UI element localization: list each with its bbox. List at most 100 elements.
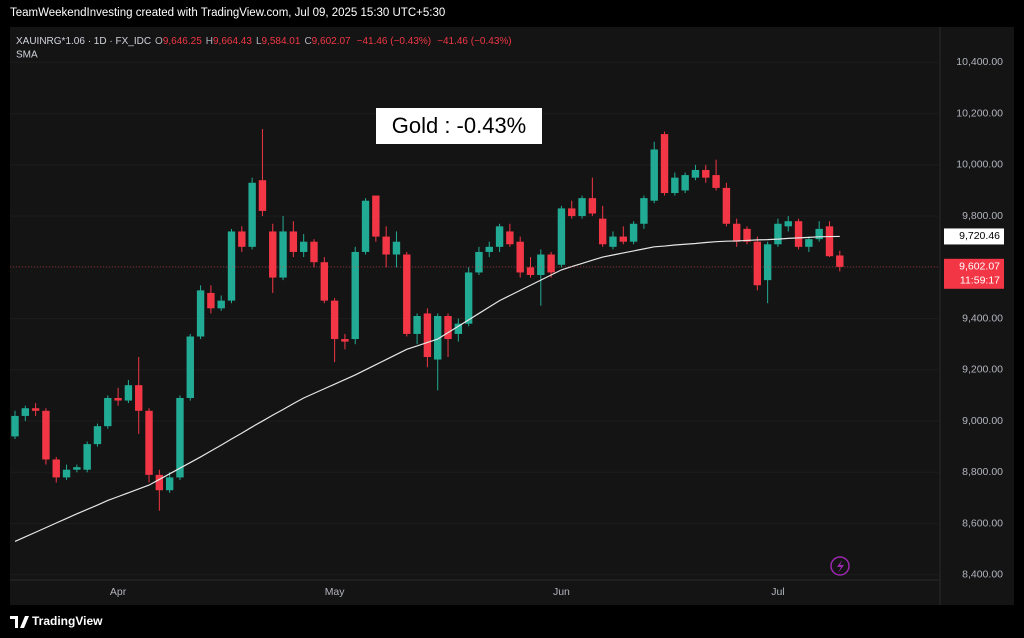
candle-body xyxy=(310,241,318,263)
candle-body xyxy=(712,175,720,188)
ohlc-value: 9,602.07 xyxy=(312,36,351,47)
candle-body xyxy=(774,223,782,245)
y-tick-label: 10,200.00 xyxy=(956,107,1003,119)
y-tick-label: 9,400.00 xyxy=(962,312,1003,324)
sma-price-label: 9,720.46 xyxy=(959,230,1000,242)
x-tick-label: Jul xyxy=(771,586,784,598)
candle-body xyxy=(341,339,349,342)
annotation: Gold : -0.43% xyxy=(392,113,527,138)
candle-body xyxy=(135,385,143,411)
candle-body xyxy=(351,251,359,340)
candle-body xyxy=(114,397,122,401)
candle-body xyxy=(434,316,442,360)
candle-body xyxy=(743,228,751,242)
candle-body xyxy=(557,208,566,265)
candle-body xyxy=(733,223,741,242)
candle-body xyxy=(392,241,401,255)
ohlc-key: O xyxy=(155,36,163,47)
last-price-label: 9,602.07 xyxy=(959,261,1000,273)
ohlc-value: 9,584.01 xyxy=(262,36,301,47)
candle-body xyxy=(145,410,153,475)
candle-body xyxy=(238,231,246,247)
candle-body xyxy=(526,267,535,276)
y-tick-label: 9,000.00 xyxy=(962,415,1003,427)
logo-icon xyxy=(10,616,29,628)
candle-body xyxy=(763,244,772,281)
candle-body xyxy=(444,316,452,340)
candle-body xyxy=(42,410,50,460)
candle-body xyxy=(815,228,823,240)
candle-body xyxy=(31,408,40,411)
candle-body xyxy=(279,231,287,278)
candle-body xyxy=(547,254,555,273)
plot: 8,400.00 8,600.00 8,800.00 9,000.00 9,200.00… xyxy=(10,56,1004,598)
legend-line: XAUINRG*1.06 · 1D · FX_IDC O9,646.25 H9,66… xyxy=(16,36,512,47)
candle-body xyxy=(186,336,194,398)
candle-body xyxy=(836,255,844,267)
candle-body xyxy=(124,385,133,401)
y-tick-label: 9,200.00 xyxy=(962,364,1003,376)
candle-body xyxy=(227,231,236,301)
candle-body xyxy=(423,313,432,357)
candle-body xyxy=(155,474,164,491)
candle-body xyxy=(248,182,256,247)
candle-body xyxy=(691,169,700,178)
candle-body xyxy=(207,292,215,309)
y-tick-label: 9,800.00 xyxy=(962,210,1003,222)
candle-body xyxy=(382,236,390,255)
candle-body xyxy=(403,254,411,334)
candle-body xyxy=(640,198,648,224)
candle-body xyxy=(464,272,473,324)
candle-body xyxy=(21,408,30,416)
change: −41.46 (−0.43%) xyxy=(437,36,512,47)
candle-body xyxy=(722,187,731,224)
symbol: XAUINRG*1.06 · 1D · FX_IDC xyxy=(16,36,151,47)
candle-body xyxy=(73,467,81,470)
x-tick-label: Apr xyxy=(110,586,127,598)
candle-body xyxy=(598,218,607,245)
candle-body xyxy=(650,149,658,201)
annotation-box xyxy=(376,108,542,144)
ohlc-key: C xyxy=(304,36,311,47)
candle-body xyxy=(702,169,710,178)
candle-body xyxy=(629,223,638,242)
candle-body xyxy=(413,316,421,334)
candle-body xyxy=(660,134,669,194)
ohlc-key: L xyxy=(256,36,262,47)
candle-body xyxy=(454,323,463,334)
x-tick-label: May xyxy=(325,586,346,598)
credit: TeamWeekendInvesting created with Tradin… xyxy=(10,7,445,19)
y-tick-label: 8,400.00 xyxy=(962,569,1003,581)
candle-body xyxy=(217,300,225,309)
last-price-box xyxy=(944,258,1004,289)
sma-line xyxy=(14,235,840,543)
candle-body xyxy=(299,241,308,252)
candle-body xyxy=(516,241,524,273)
logo: TradingView xyxy=(32,614,103,628)
candle-body xyxy=(671,177,679,194)
candle-body xyxy=(578,198,586,217)
candle-body xyxy=(289,231,298,252)
alert-icon[interactable] xyxy=(830,556,850,576)
ohlc-key: H xyxy=(206,36,213,47)
y-tick-label: 10,400.00 xyxy=(956,56,1003,68)
candle-body xyxy=(176,397,184,478)
candle-body xyxy=(258,180,267,211)
candle-body xyxy=(794,221,803,247)
candle-body xyxy=(825,226,834,257)
candle-body xyxy=(495,226,504,247)
candle-body xyxy=(361,200,370,252)
candle-body xyxy=(11,415,19,437)
footer xyxy=(0,607,1024,638)
candle-body xyxy=(805,239,813,247)
candle-body xyxy=(269,231,277,278)
candle-body xyxy=(330,300,339,340)
candle-body xyxy=(619,236,627,242)
candle-body xyxy=(588,198,597,214)
candle-body xyxy=(609,236,617,247)
candle-body xyxy=(681,175,689,191)
y-tick-label: 10,000.00 xyxy=(956,159,1003,171)
candle-body xyxy=(475,251,483,273)
y-tick-label: 8,600.00 xyxy=(962,517,1003,529)
countdown: 11:59:17 xyxy=(960,275,1000,287)
